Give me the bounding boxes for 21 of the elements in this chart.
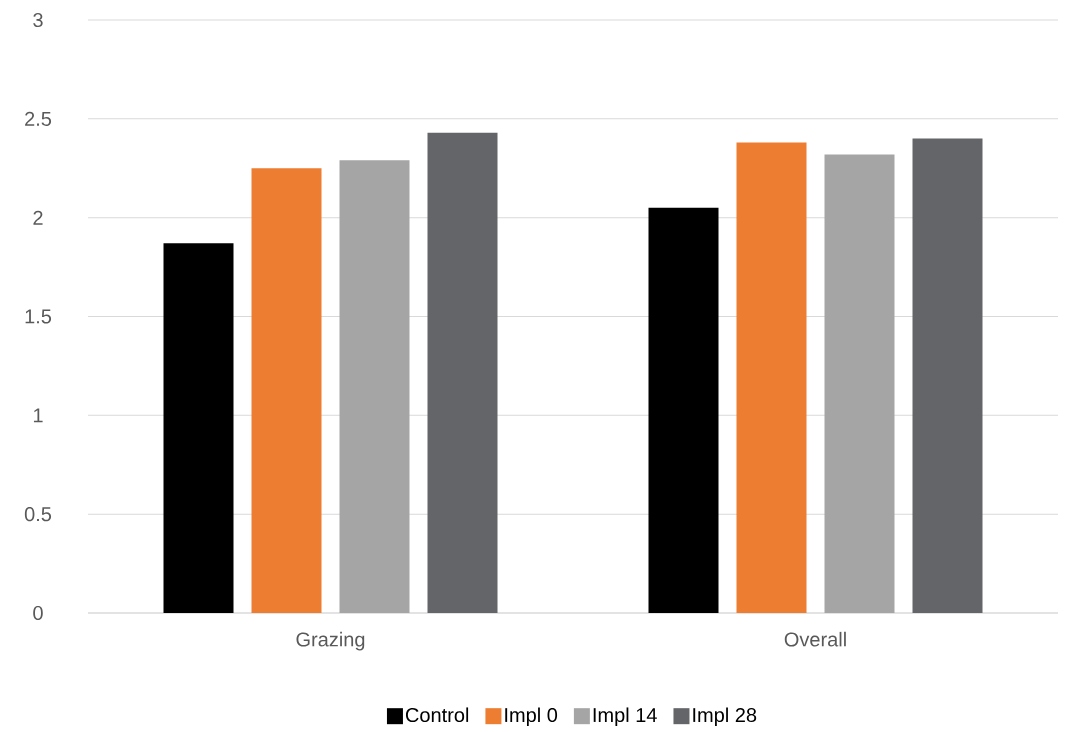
bar — [648, 207, 719, 613]
bar — [824, 154, 895, 613]
y-tick-label: 1 — [33, 408, 43, 423]
x-tick-label: Grazing — [296, 631, 365, 651]
bar — [163, 243, 234, 613]
bar — [339, 160, 410, 613]
x-tick-label: Overall — [784, 631, 846, 647]
bar — [427, 132, 498, 613]
legend-label: Impl 28 — [693, 707, 757, 727]
bar — [912, 138, 983, 613]
y-tick-label: 2 — [33, 210, 43, 225]
bar — [251, 168, 322, 613]
bar — [736, 142, 807, 613]
legend-label: Impl 0 — [505, 707, 558, 727]
y-tick-label: 0.5 — [24, 507, 52, 522]
y-tick-label: 1.5 — [25, 309, 52, 324]
legend-label: Impl 14 — [593, 707, 657, 727]
y-tick-label: 0 — [33, 605, 43, 621]
y-tick-label: 3 — [33, 12, 43, 28]
y-tick-label: 2.5 — [25, 111, 52, 126]
legend-label: Control — [405, 707, 469, 723]
